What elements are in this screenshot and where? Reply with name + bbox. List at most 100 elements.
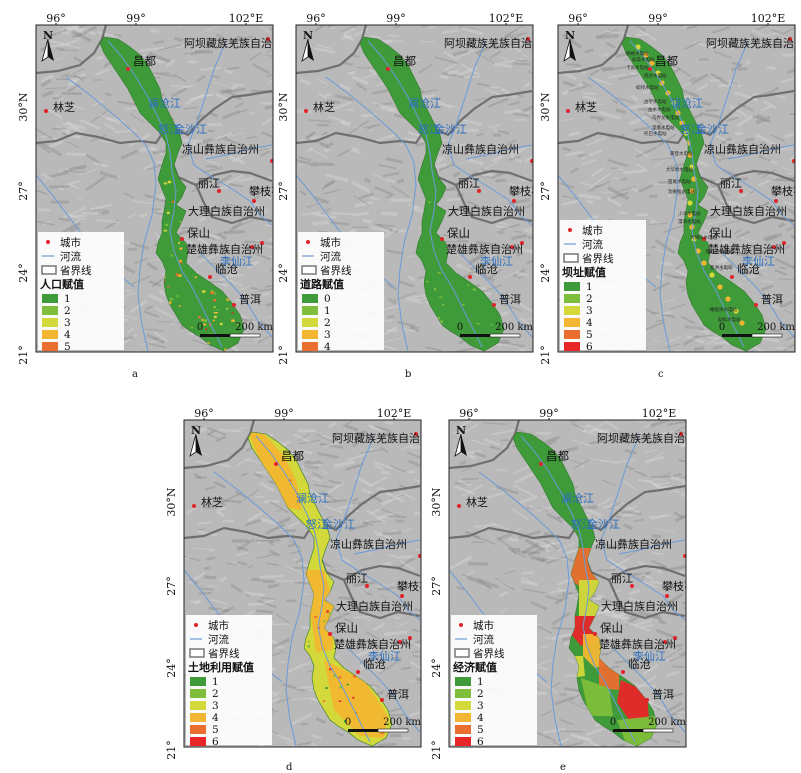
terrain-texture [612,177,620,180]
terrain-texture [761,280,773,283]
terrain-texture [140,46,164,52]
terrain-texture [547,735,556,743]
terrain-texture [473,97,487,102]
lat-tick-label: 30°N [539,92,552,121]
terrain-texture [229,85,238,91]
terrain-texture [614,658,633,665]
terrain-texture [206,164,218,169]
terrain-texture [264,102,273,110]
terrain-texture [36,127,53,140]
river-line [213,471,305,747]
value-patch [212,319,215,322]
terrain-texture [102,164,109,167]
terrain-texture [610,557,631,570]
terrain-texture [234,457,251,467]
region-label-chuxiong: 楚雄彝族自治州 [708,242,785,256]
terrain-texture [460,63,480,76]
terrain-texture [518,302,533,316]
terrain-texture [588,428,610,433]
terrain-texture [678,459,686,464]
terrain-texture [736,230,751,239]
terrain-texture [227,270,237,278]
terrain-texture [672,440,686,448]
city-label-panzhihua: 攀枝花 [249,184,274,198]
legend-class-swatch [190,689,206,698]
terrain-texture [315,717,327,724]
terrain-texture [380,446,389,454]
terrain-texture [779,306,792,315]
terrain-texture [343,617,353,623]
terrain-texture [650,475,671,479]
terrain-texture [246,511,264,523]
river-label-nu: 怒江 [680,122,702,136]
terrain-texture [68,164,87,172]
terrain-texture [170,84,192,88]
terrain-texture [500,223,521,231]
terrain-texture [388,109,397,112]
terrain-texture [146,333,165,344]
city-label-lijiang: 丽江 [198,177,220,190]
terrain-texture [204,232,222,240]
terrain-texture [693,41,713,49]
value-patch [165,223,169,226]
terrain-texture [649,183,667,186]
terrain-texture [381,508,401,517]
region-label-chuxiong: 楚雄彝族自治州 [446,242,523,256]
city-label-changdu: 昌都 [281,449,304,463]
legend-class-label: 6 [477,736,484,748]
dam-label: 卡贡水电站 [626,64,649,71]
terrain-texture [378,644,403,653]
terrain-texture [564,687,580,693]
legend-class-swatch [564,318,580,327]
terrain-texture [354,200,374,208]
terrain-texture [325,614,344,624]
terrain-texture [694,346,705,351]
terrain-texture [630,186,638,193]
terrain-texture [644,101,656,111]
scale-label-end: 200 km [383,717,421,728]
terrain-texture [492,263,502,270]
region-label-liangshan: 凉山彝族自治州 [182,142,259,156]
terrain-texture [653,339,661,343]
terrain-texture [619,509,642,516]
river-label-lixian: 李仙江 [480,254,513,268]
terrain-texture [259,574,284,579]
terrain-texture [421,25,429,28]
city-marker [418,554,421,558]
caption-b: b [405,369,412,380]
value-patch [462,304,465,306]
terrain-texture [352,442,359,448]
terrain-texture [66,25,87,32]
terrain-texture [346,108,354,112]
terrain-texture [210,174,233,189]
terrain-texture [667,193,676,197]
terrain-texture [271,731,294,743]
value-patch [314,616,318,618]
legend-class-label: 2 [212,688,219,700]
terrain-texture [482,421,507,426]
terrain-texture [671,63,691,77]
terrain-texture [66,75,87,79]
dam-site-zone [725,296,731,302]
terrain-texture [366,639,386,652]
terrain-texture [498,607,510,615]
city-marker [270,159,273,163]
terrain-texture [207,496,226,507]
terrain-texture [341,121,352,125]
terrain-texture [387,34,399,38]
terrain-texture [389,305,400,310]
terrain-texture [213,231,230,236]
river-line [618,539,686,555]
terrain-texture [554,594,568,606]
terrain-texture [480,253,497,264]
city-marker [739,189,743,193]
terrain-texture [196,74,206,83]
legend-city-marker [568,228,572,232]
terrain-texture [226,43,245,46]
terrain-texture [255,41,273,48]
city-marker [274,462,278,466]
terrain-texture [774,269,788,277]
terrain-texture [581,81,593,88]
terrain-texture [265,54,273,58]
value-patch [201,290,206,293]
